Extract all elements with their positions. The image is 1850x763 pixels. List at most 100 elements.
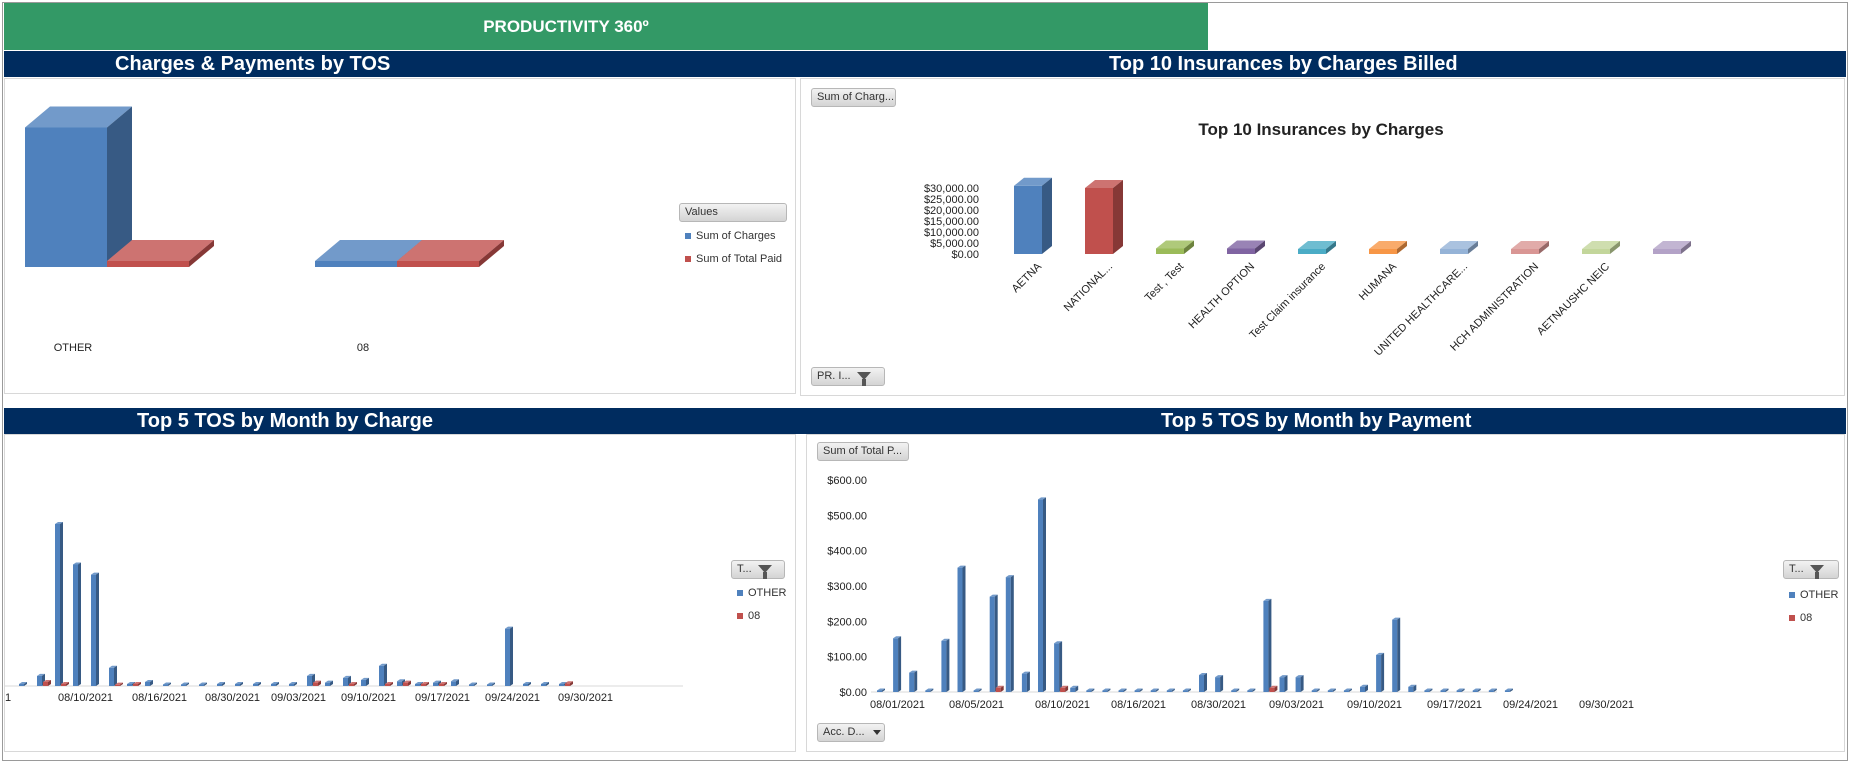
banner-title: Top 10 Insurances by Charges Billed [1109,53,1458,75]
sum-of-charges-field-button[interactable]: Sum of Charg... [811,88,896,107]
y-tick-label: $5,000.00 [930,238,979,250]
bar-08 [313,680,321,686]
y-tick-label: $0.00 [951,249,979,261]
x-tick-label: 09/24/2021 [485,692,540,704]
banner-title: Top 5 TOS by Month by Charge [137,410,433,432]
legend-label: 08 [748,609,761,622]
bar-other [973,688,982,692]
chart-panel-tos: OTHER 08 Values Sum of Charges Sum of Tot… [4,78,796,394]
bar-sum-of-total-paid [397,240,504,267]
x-tick-label: 08/01/2021 [870,699,925,711]
y-tick-label: $20,000.00 [924,205,979,217]
bar-other [1440,688,1449,692]
x-tick-label: 09/17/2021 [1427,699,1482,711]
bar-other [941,638,950,692]
bar-other [909,670,918,692]
bar-other [1295,675,1304,692]
bar-08 [439,681,447,686]
bar-insurance [1298,241,1336,254]
type-filter-button[interactable]: T... [731,560,785,580]
legend-swatch [737,612,743,619]
bar-insurance [1085,180,1123,254]
bar-other [145,679,153,686]
x-tick-label: 09/24/2021 [1503,699,1558,711]
type-filter-button[interactable]: T... [1783,560,1839,580]
x-tick-label: 09/30/2021 [558,692,613,704]
legend: OTHER 08 [737,581,787,627]
bar-other [1150,688,1159,692]
bar-08 [349,681,357,686]
values-legend-header: Values [679,203,787,222]
bar-other [253,681,261,686]
legend-item: OTHER [737,581,787,604]
bar-other [1118,688,1127,692]
bar-other [1408,684,1417,692]
filter-icon [757,565,772,580]
bar-insurance [1582,241,1620,254]
legend-label: OTHER [1800,588,1839,601]
bar-other [1231,688,1240,692]
legend-item: 08 [1789,606,1839,629]
y-tick-label: $500.00 [827,510,867,522]
x-tick-label: HEALTH OPTION [1187,261,1258,332]
chart-panel-tos-charge: 1 08/10/2021 08/16/2021 08/30/2021 09/03/202… [4,434,796,752]
bar-insurance [1227,240,1265,254]
bar-other [893,636,902,692]
banner-tos-month-charge: Top 5 TOS by Month by Charge [4,408,806,434]
x-tick-label: 09/10/2021 [1347,699,1402,711]
y-tick-label: $25,000.00 [924,194,979,206]
bar-other [217,681,225,686]
bar-other [325,680,333,686]
banner-top-insurances: Top 10 Insurances by Charges Billed [806,51,1846,77]
legend-item: 08 [737,604,787,627]
pr-filter-button[interactable]: PR. I... [811,367,885,387]
bar-other [1102,688,1111,692]
x-tick-label: 08/10/2021 [58,692,113,704]
x-tick-label: 08/05/2021 [949,699,1004,711]
bar-other [181,682,189,686]
chart-title: Top 10 Insurances by Charges [1198,120,1443,139]
bar-08 [385,681,393,686]
bar-08 [1269,685,1278,692]
bar-other [1504,688,1513,692]
type-filter-label: T... [737,563,752,575]
chart-panel-insurances: Top 10 Insurances by Charges $30,000.00 $2… [800,78,1845,396]
acc-date-filter-button[interactable]: Acc. D... [817,723,885,742]
bar-other [1327,688,1336,692]
filter-icon [856,372,871,387]
bar-08 [565,681,573,686]
y-tick-label: $0.00 [839,687,867,699]
bar-other [505,626,513,686]
x-tick-label: Test , Test [1143,261,1186,304]
sum-of-total-paid-field-button[interactable]: Sum of Total P... [817,442,909,461]
chart-tos-charges-payments: OTHER 08 [25,106,504,354]
x-tick-label: 1 [5,692,11,704]
y-tick-label: $200.00 [827,616,867,628]
bar-08 [995,685,1004,692]
x-tick-label: 09/10/2021 [341,692,396,704]
x-tick-label: AETNAUSHC NEIC [1535,261,1612,338]
y-tick-label: $15,000.00 [924,216,979,228]
legend-label: Sum of Charges [696,229,776,242]
bar-other [235,681,243,686]
banner-charges-payments: Charges & Payments by TOS [4,51,806,77]
bar-other [925,688,934,692]
legend: OTHER 08 [1789,583,1839,629]
y-tick-label: $400.00 [827,546,867,558]
bar-other [1343,688,1352,692]
bar-insurance [1440,241,1478,254]
banner-title: Top 5 TOS by Month by Payment [1161,410,1472,432]
bar-other [1376,652,1385,692]
legend-swatch [685,232,691,239]
bar-other [1199,673,1207,692]
filter-icon [1809,565,1824,580]
legend-item: Sum of Total Paid [685,247,782,270]
bar-other [1166,688,1175,692]
x-tick-label: NATIONAL... [1062,261,1115,314]
page-title: PRODUCTIVITY 360º [4,3,1208,50]
bar-other [523,681,531,686]
bar-other [379,663,387,686]
chevron-down-icon [872,729,881,735]
bar-other [199,682,207,686]
